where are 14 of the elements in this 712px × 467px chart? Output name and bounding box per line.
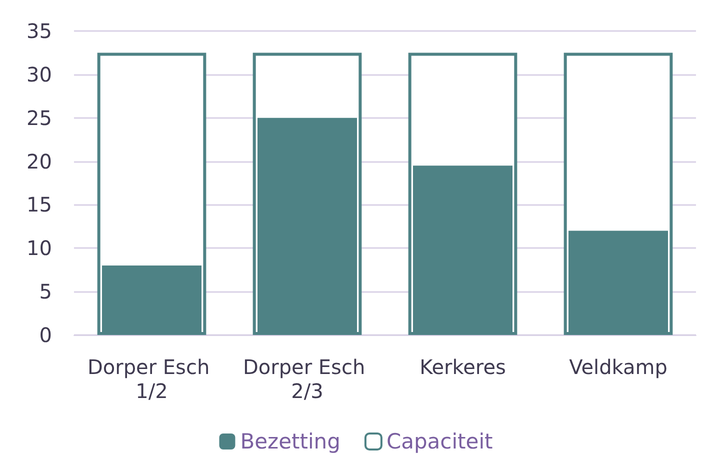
y-tick-label: 10 [26, 236, 52, 260]
x-tick-label: Veldkamp [569, 355, 668, 379]
x-tick-label: Dorper Esch 1/2 [87, 355, 216, 403]
y-tick-label: 35 [26, 19, 52, 43]
legend-label: Capaciteit [386, 430, 493, 454]
y-tick-label: 30 [26, 62, 52, 86]
y-tick-label: 25 [26, 106, 52, 130]
y-tick-label: 5 [39, 280, 52, 304]
y-tick-label: 20 [26, 149, 52, 174]
y-tick-label: 0 [39, 323, 52, 347]
y-tick-label: 15 [26, 192, 52, 217]
legend-label: Bezetting [240, 430, 340, 454]
x-tick-label: Kerkeres [420, 355, 506, 379]
x-tick-label: Dorper Esch 2/3 [242, 355, 372, 403]
